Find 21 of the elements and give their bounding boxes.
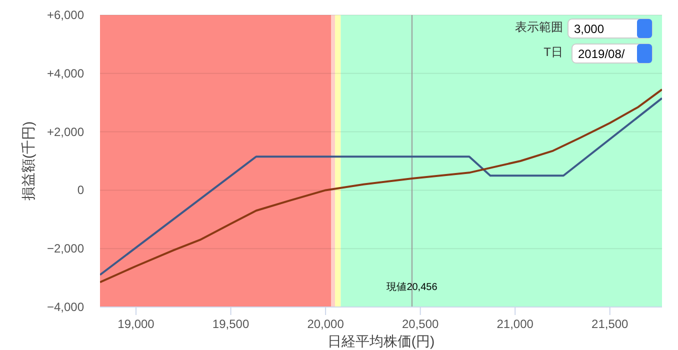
annotation: 3,000	[574, 22, 604, 36]
x-tick-label: 19,500	[212, 317, 250, 331]
y-tick-label: +2,000	[46, 124, 84, 139]
date-selector: 2019/08/	[572, 44, 652, 64]
range-selector: 3,000	[568, 18, 652, 38]
annotation: 表示範囲	[515, 20, 563, 34]
x-tick-label: 19,000	[118, 317, 155, 331]
y-tick-label: 0	[77, 183, 84, 198]
y-tick-label: +4,000	[46, 66, 84, 80]
ref-line-label: 現値20,456	[386, 281, 438, 293]
x-axis-title: 日経平均株価(円)	[327, 333, 435, 349]
y-tick-label: −2,000	[46, 242, 84, 256]
y-tick-label: −4,000	[46, 300, 84, 314]
x-tick-label: 20,000	[307, 317, 344, 331]
x-tick-label: 21,500	[592, 317, 629, 331]
annotation: T日	[544, 45, 563, 59]
y-axis-title: 損益額(千円)	[20, 121, 36, 201]
x-tick-label: 21,000	[496, 317, 534, 331]
y-tick-label: +6,000	[46, 8, 84, 22]
annotation: 2019/08/	[578, 47, 626, 61]
x-tick-label: 20,500	[402, 317, 440, 331]
